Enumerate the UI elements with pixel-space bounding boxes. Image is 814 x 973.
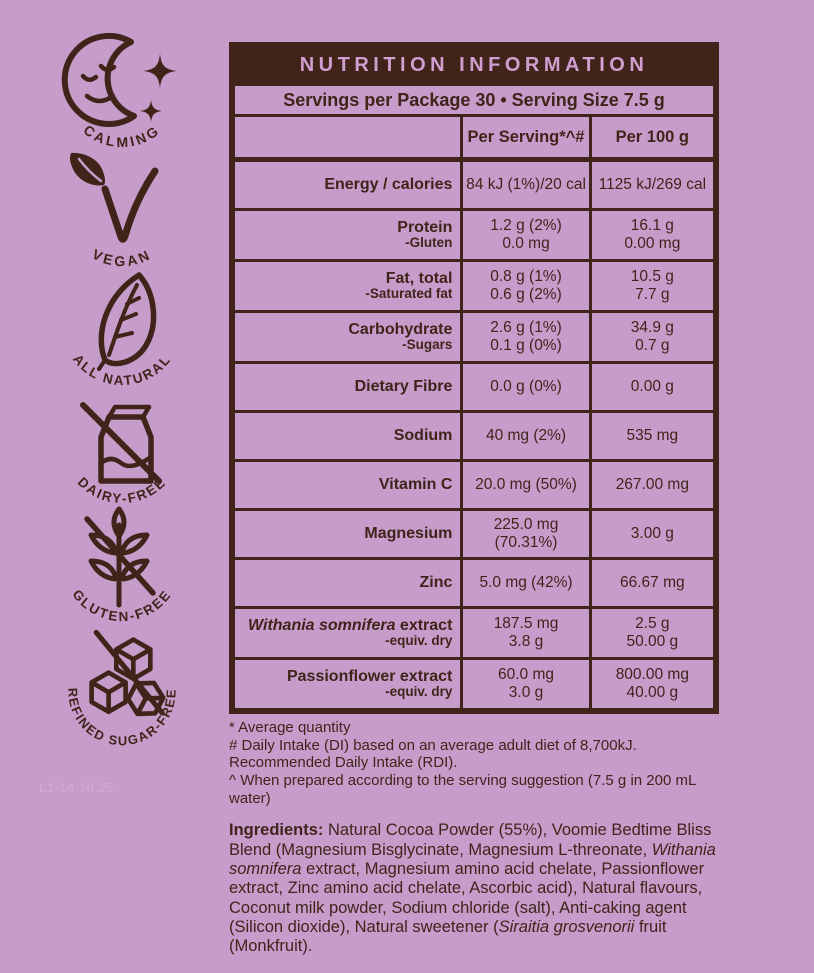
servings-row: Servings per Package 30 • Serving Size 7…	[230, 83, 718, 117]
serving-value: 187.5 mg 3.8 g	[460, 606, 592, 660]
badge-dairy-free: DAIRY-FREE	[50, 381, 194, 515]
serving-value: 2.6 g (1%) 0.1 g (0%)	[460, 310, 592, 364]
table-row-passionflower-extract: Passionflower extract -equiv. dry 60.0 mg…	[230, 657, 718, 713]
row-label: Carbohydrate -Sugars	[230, 310, 464, 364]
row-label: Energy / calories	[230, 158, 464, 211]
column-header-empty	[230, 114, 464, 162]
per-100g-value: 0.00 g	[588, 361, 718, 413]
row-label: Dietary Fibre	[230, 361, 464, 413]
table-row-fat: Fat, total -Saturated fat 0.8 g (1%) 0.6 g…	[230, 259, 718, 313]
batch-code: L1-14.10.25	[39, 780, 114, 795]
serving-value: 84 kJ (1%)/20 cal	[460, 158, 592, 211]
table-title-row: NUTRITION INFORMATION	[230, 43, 718, 86]
serving-value: 20.0 mg (50%)	[460, 459, 592, 511]
footnote-daily-intake: # Daily Intake (DI) based on an average …	[229, 736, 637, 772]
serving-value: 60.0 mg 3.0 g	[460, 657, 592, 713]
table-row-magnesium: Magnesium 225.0 mg (70.31%) 3.00 g	[230, 508, 718, 560]
serving-value: 1.2 g (2%) 0.0 mg	[460, 208, 592, 262]
per-100g-value: 3.00 g	[588, 508, 718, 560]
badge-all-natural: ALL NATURAL	[50, 263, 194, 397]
serving-value: 225.0 mg (70.31%)	[460, 508, 592, 560]
wheat-crossed-icon: GLUTEN-FREE	[69, 506, 173, 624]
row-label: Withania somnifera extract -equiv. dry	[230, 606, 464, 660]
row-label: Zinc	[230, 557, 464, 609]
table-row-protein: Protein -Gluten 1.2 g (2%) 0.0 mg 16.1 g 0.…	[230, 208, 718, 262]
badge-refined-sugar-free: REFINED SUGAR-FREE	[50, 618, 194, 752]
row-label: Magnesium	[230, 508, 464, 560]
footnote-average-quantity: * Average quantity	[229, 719, 351, 736]
sugar-cubes-crossed-icon: REFINED SUGAR-FREE	[65, 629, 177, 748]
per-100g-value: 1125 kJ/269 cal	[588, 158, 718, 211]
row-label: Passionflower extract -equiv. dry	[230, 657, 464, 713]
moon-sparkles-icon: CALMING	[61, 32, 177, 150]
leaf-icon: ALL NATURAL	[70, 272, 172, 388]
per-100g-value: 66.67 mg	[588, 557, 718, 609]
table-row-carbohydrate: Carbohydrate -Sugars 2.6 g (1%) 0.1 g (0%)…	[230, 310, 718, 364]
serving-value: 40 mg (2%)	[460, 410, 592, 462]
per-100g-value: 535 mg	[588, 410, 718, 462]
badge-gluten-free: GLUTEN-FREE	[50, 499, 194, 633]
table-row-energy: Energy / calories 84 kJ (1%)/20 cal 1125…	[230, 158, 718, 211]
per-100g-value: 2.5 g 50.00 g	[588, 606, 718, 660]
table-row-dietary-fibre: Dietary Fibre 0.0 g (0%) 0.00 g	[230, 361, 718, 413]
serving-value: 0.8 g (1%) 0.6 g (2%)	[460, 259, 592, 313]
row-label: Vitamin C	[230, 459, 464, 511]
per-100g-value: 16.1 g 0.00 mg	[588, 208, 718, 262]
footnote-serving-suggestion: ^ When prepared according to the serving…	[229, 772, 696, 807]
leaf-check-icon: VEGAN	[70, 152, 159, 269]
column-header-per-serving: Per Serving*^#	[460, 114, 592, 162]
per-100g-value: 34.9 g 0.7 g	[588, 310, 718, 364]
footnotes: * Average quantity # Daily Intake (DI) b…	[229, 719, 719, 807]
table-row-sodium: Sodium 40 mg (2%) 535 mg	[230, 410, 718, 462]
table-title: NUTRITION INFORMATION	[230, 43, 718, 86]
per-100g-value: 267.00 mg	[588, 459, 718, 511]
row-label: Sodium	[230, 410, 464, 462]
ingredients-text: Ingredients: Natural Cocoa Powder (55%),…	[229, 821, 716, 956]
badge-label-vegan: VEGAN	[90, 246, 152, 269]
badge-calming: CALMING	[50, 26, 194, 160]
badge-vegan: VEGAN	[50, 145, 194, 279]
servings-line: Servings per Package 30 • Serving Size 7…	[230, 83, 718, 117]
column-header-row: Per Serving*^# Per 100 g	[230, 114, 718, 162]
table-row-zinc: Zinc 5.0 mg (42%) 66.67 mg	[230, 557, 718, 609]
table-row-vitamin-c: Vitamin C 20.0 mg (50%) 267.00 mg	[230, 459, 718, 511]
per-100g-value: 800.00 mg 40.00 g	[588, 657, 718, 713]
per-100g-value: 10.5 g 7.7 g	[588, 259, 718, 313]
milk-carton-crossed-icon: DAIRY-FREE	[75, 402, 167, 506]
column-header-per-100g: Per 100 g	[588, 114, 718, 162]
row-label: Protein -Gluten	[230, 208, 464, 262]
serving-value: 0.0 g (0%)	[460, 361, 592, 413]
serving-value: 5.0 mg (42%)	[460, 557, 592, 609]
row-label: Fat, total -Saturated fat	[230, 259, 464, 313]
nutrition-table: NUTRITION INFORMATION Servings per Packa…	[229, 42, 719, 714]
nutrition-panel: NUTRITION INFORMATION Servings per Packa…	[229, 42, 719, 973]
table-row-withania-extract: Withania somnifera extract -equiv. dry 18…	[230, 606, 718, 660]
svg-text:VEGAN: VEGAN	[90, 246, 155, 269]
